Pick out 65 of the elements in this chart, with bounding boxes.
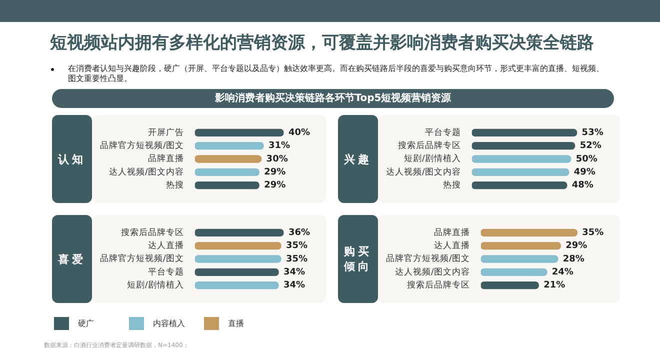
y-tick-label: 达人视频/图文内容: [108, 166, 184, 178]
data-label: 30%: [266, 154, 288, 164]
data-label: 48%: [572, 180, 594, 191]
y-tick-label: 热搜: [166, 180, 184, 191]
y-tick-label: 品牌官方短视频/图文: [100, 253, 184, 264]
y-axis-title: 认知: [52, 115, 92, 203]
data-label: 53%: [582, 128, 604, 138]
y-tick-label: 短剧/剧情植入: [404, 153, 461, 164]
y-tick-label: 搜索后品牌专区: [398, 140, 461, 152]
bar: [194, 155, 262, 163]
data-label: 49%: [574, 168, 596, 178]
data-label: 28%: [562, 254, 584, 264]
y-axis-title: 兴趣: [338, 115, 378, 203]
data-label: 35%: [286, 254, 308, 264]
data-label: 35%: [286, 241, 308, 252]
data-label: 29%: [264, 180, 286, 191]
y-tick-label: 平台专题: [424, 126, 461, 138]
data-label: 50%: [576, 154, 598, 164]
y-tick-label: 搜索后品牌专区: [406, 280, 470, 291]
y-tick-label: 达人视频/图文内容: [386, 166, 461, 178]
legend-label: 硬广: [78, 318, 94, 329]
text: 影响消费者购买决策链路各环节Top5短视频营销资源: [52, 89, 614, 108]
y-tick-label: 开屏广告: [148, 126, 184, 138]
legend-label: 内容植入: [153, 318, 185, 329]
y-tick-label: 品牌官方短视频/图文: [100, 140, 184, 152]
y-tick-label: 搜索后品牌专区: [120, 226, 184, 238]
data-label: 34%: [284, 268, 306, 278]
y-tick-label: 达人直播: [434, 240, 470, 252]
bar: [480, 268, 548, 276]
y-tick-label: 品牌直播: [148, 153, 184, 164]
bar: [194, 142, 264, 150]
data-label: 31%: [268, 141, 290, 152]
y-axis-title: 喜爱: [52, 215, 92, 303]
bar: [472, 181, 568, 190]
bar: [472, 168, 570, 176]
bar: [472, 155, 572, 163]
bar: [194, 128, 284, 137]
bar: [480, 228, 578, 237]
data-label: 34%: [284, 280, 306, 291]
y-axis-title: 购买倾向: [338, 215, 378, 303]
data-label: 24%: [552, 268, 574, 278]
y-tick-label: 短剧/剧情植入: [126, 280, 184, 291]
bar: [480, 281, 539, 290]
y-tick-label: 品牌直播: [434, 226, 470, 238]
data-label: 52%: [580, 141, 602, 152]
y-tick-label: 品牌官方短视频/图文: [386, 253, 470, 264]
data-label: 29%: [566, 241, 588, 252]
bar: [472, 142, 576, 150]
bar: [194, 168, 260, 176]
bar: [480, 255, 558, 263]
data-label: 40%: [288, 128, 310, 138]
y-tick-label: 平台专题: [148, 266, 184, 278]
data-label: 36%: [288, 228, 310, 238]
bar: [194, 181, 260, 190]
y-tick-label: 达人视频/图文内容: [394, 266, 470, 278]
text: 短视频站内拥有多样化的营销资源，可覆盖并影响消费者购买决策全链路: [50, 32, 594, 54]
data-label: 35%: [582, 228, 604, 238]
data-label: 29%: [264, 168, 286, 178]
bar: [480, 242, 561, 250]
text: 在消费者认知与兴趣阶段，硬广（开屏、平台专题以及品专）触达效率更高。而在购买链路后半段的喜爱与购买意向环节，形式更丰富的直播、短视频、图文重要性凸显。: [68, 64, 605, 84]
data-label: 21%: [544, 280, 566, 291]
y-tick-label: 热搜: [442, 180, 461, 191]
y-tick-label: 达人直播: [148, 240, 184, 252]
bar: [472, 128, 578, 137]
legend-label: 直播: [228, 318, 244, 329]
